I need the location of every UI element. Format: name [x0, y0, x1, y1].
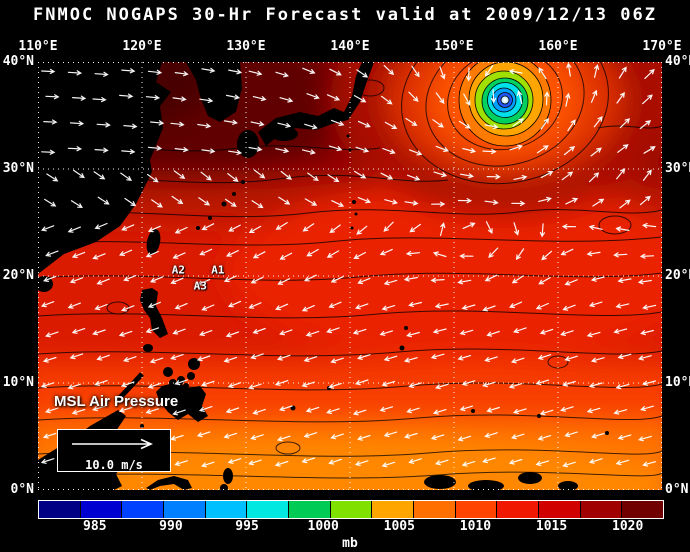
lat-tick-label-right: 30°N	[665, 161, 690, 176]
lat-lon-grid	[38, 62, 662, 490]
wind-scale-arrow-icon	[72, 438, 153, 450]
colorbar-segment	[289, 501, 331, 518]
lon-tick-label: 170°E	[642, 39, 682, 54]
cyclone-low-center	[458, 62, 552, 147]
field-label: MSL Air Pressure	[54, 393, 179, 410]
wind-scale-legend: 10.0 m/s	[57, 429, 171, 472]
lat-tick-label-right: 0°N	[665, 482, 689, 497]
lon-tick-label: 110°E	[18, 39, 58, 54]
colorbar-tick-label: 1000	[307, 519, 339, 534]
wind-vector-field	[40, 62, 657, 468]
colorbar-segment	[580, 501, 623, 518]
chart-title: FNMOC NOGAPS 30-Hr Forecast valid at 200…	[33, 5, 657, 25]
pressure-map	[38, 62, 662, 490]
colorbar-segment	[330, 501, 373, 518]
lat-tick-label-left: 0°N	[10, 482, 34, 497]
lon-tick-label: 160°E	[538, 39, 578, 54]
colorbar-tick-label: 985	[83, 519, 107, 534]
colorbar-segment	[205, 501, 248, 518]
colorbar-tick-label: 990	[159, 519, 183, 534]
wind-scale-label: 10.0 m/s	[85, 458, 143, 472]
lat-tick-label-right: 20°N	[665, 268, 690, 283]
colorbar-segment	[164, 501, 206, 518]
colorbar-tick-label: 995	[235, 519, 259, 534]
colorbar-segment	[80, 501, 123, 518]
lon-tick-label: 130°E	[226, 39, 266, 54]
colorbar	[38, 500, 664, 519]
lon-tick-label: 140°E	[330, 39, 370, 54]
colorbar-segment	[372, 501, 415, 518]
colorbar-segment	[539, 501, 581, 518]
colorbar-segment	[414, 501, 456, 518]
lat-tick-label-right: 40°N	[665, 54, 690, 69]
lon-tick-label: 150°E	[434, 39, 474, 54]
colorbar-segment	[247, 501, 290, 518]
colorbar-segment	[39, 501, 81, 518]
lat-tick-label-left: 30°N	[2, 161, 34, 176]
lat-tick-label-left: 20°N	[2, 268, 34, 283]
colorbar-segment	[122, 501, 165, 518]
colorbar-tick-label: 1015	[535, 519, 568, 534]
colorbar-tick-label: 1020	[612, 519, 644, 534]
colorbar-tick-label: 1010	[459, 519, 492, 534]
lon-tick-label: 120°E	[122, 39, 162, 54]
colorbar-tick-label: 1005	[383, 519, 415, 534]
lat-tick-label-right: 10°N	[665, 375, 690, 390]
colorbar-segment	[497, 501, 540, 518]
colorbar-segment	[455, 501, 498, 518]
colorbar-units-label: mb	[342, 536, 358, 551]
lat-tick-label-left: 10°N	[2, 375, 34, 390]
colorbar-segment	[622, 501, 664, 518]
lat-tick-label-left: 40°N	[2, 54, 34, 69]
